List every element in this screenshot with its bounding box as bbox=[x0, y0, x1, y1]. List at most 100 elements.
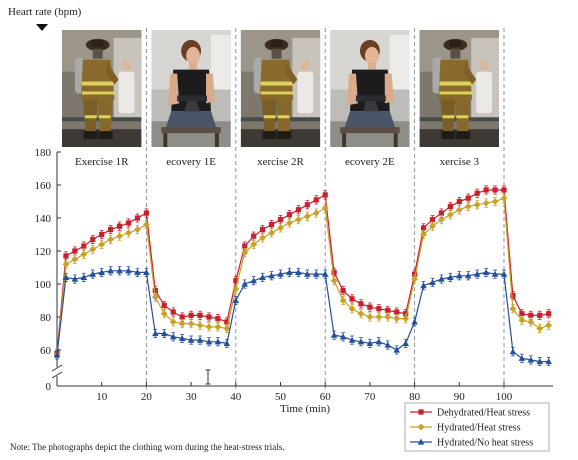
data-point-hydrated-no-heat-stress bbox=[429, 278, 436, 285]
data-point-hydrated-heat-stress bbox=[357, 310, 365, 318]
data-point-dehydrated-heat-stress bbox=[313, 197, 319, 203]
data-point-hydrated-no-heat-stress bbox=[107, 267, 114, 274]
data-point-dehydrated-heat-stress bbox=[179, 314, 185, 320]
data-point-dehydrated-heat-stress bbox=[215, 316, 221, 322]
data-point-hydrated-no-heat-stress bbox=[98, 269, 105, 276]
data-point-hydrated-heat-stress bbox=[196, 321, 204, 329]
data-point-hydrated-heat-stress bbox=[491, 198, 499, 205]
data-point-dehydrated-heat-stress bbox=[349, 296, 355, 302]
data-point-hydrated-heat-stress bbox=[98, 241, 106, 248]
data-point-hydrated-heat-stress bbox=[268, 229, 275, 237]
figure-note: Note: The photographs depict the clothin… bbox=[10, 442, 285, 452]
data-point-hydrated-heat-stress bbox=[402, 315, 410, 323]
data-point-dehydrated-heat-stress bbox=[143, 210, 149, 216]
data-point-hydrated-heat-stress bbox=[321, 204, 329, 212]
data-point-hydrated-no-heat-stress bbox=[536, 358, 544, 365]
data-point-hydrated-no-heat-stress bbox=[312, 270, 320, 277]
x-tick-label: 70 bbox=[364, 391, 376, 403]
data-point-hydrated-no-heat-stress bbox=[89, 270, 97, 277]
data-point-hydrated-no-heat-stress bbox=[62, 274, 70, 280]
data-point-hydrated-heat-stress bbox=[241, 249, 249, 257]
y-tick-label: 60 bbox=[40, 345, 52, 357]
data-point-hydrated-no-heat-stress bbox=[134, 269, 141, 276]
data-point-hydrated-heat-stress bbox=[151, 293, 159, 301]
y-tick-label: 140 bbox=[35, 213, 52, 225]
data-point-hydrated-no-heat-stress bbox=[518, 354, 526, 361]
diamond-marker-icon bbox=[417, 423, 425, 431]
data-point-dehydrated-heat-stress bbox=[260, 226, 266, 233]
legend-item-hydrated-no-heat-stress: Hydrated/No heat stress bbox=[410, 438, 533, 449]
series-hydrated-heat-stress bbox=[53, 193, 553, 360]
data-point-hydrated-no-heat-stress bbox=[348, 336, 356, 343]
data-point-hydrated-no-heat-stress bbox=[500, 270, 508, 277]
data-point-hydrated-no-heat-stress bbox=[473, 270, 481, 277]
triangle-marker-icon bbox=[417, 438, 425, 445]
phase-label: Exercise 1R bbox=[75, 156, 129, 168]
data-point-hydrated-no-heat-stress bbox=[169, 333, 177, 340]
data-point-hydrated-heat-stress bbox=[134, 226, 141, 233]
phase-label: ecovery 2E bbox=[345, 156, 395, 168]
legend-label: Hydrated/Heat stress bbox=[437, 423, 521, 434]
data-point-hydrated-no-heat-stress bbox=[527, 356, 535, 363]
data-point-hydrated-heat-stress bbox=[518, 316, 526, 324]
data-point-hydrated-heat-stress bbox=[536, 325, 544, 332]
data-point-hydrated-heat-stress bbox=[205, 323, 213, 331]
data-point-hydrated-no-heat-stress bbox=[232, 297, 240, 304]
x-tick-label: 40 bbox=[230, 391, 242, 403]
data-point-dehydrated-heat-stress bbox=[492, 187, 498, 193]
data-point-hydrated-no-heat-stress bbox=[304, 270, 311, 277]
data-point-hydrated-heat-stress bbox=[455, 206, 463, 214]
phase-photos bbox=[62, 30, 499, 147]
data-point-hydrated-heat-stress bbox=[312, 209, 320, 217]
data-point-dehydrated-heat-stress bbox=[277, 217, 284, 223]
data-point-hydrated-no-heat-stress bbox=[286, 269, 293, 276]
data-point-hydrated-heat-stress bbox=[187, 320, 195, 327]
data-point-hydrated-heat-stress bbox=[223, 325, 231, 332]
data-point-hydrated-no-heat-stress bbox=[375, 338, 383, 345]
data-point-dehydrated-heat-stress bbox=[385, 307, 391, 313]
data-point-hydrated-no-heat-stress bbox=[384, 341, 392, 348]
data-point-hydrated-no-heat-stress bbox=[295, 269, 302, 276]
data-point-hydrated-heat-stress bbox=[366, 313, 374, 321]
phase-labels: Exercise 1R ecovery 1E xercise 2R ecovery 2… bbox=[75, 156, 480, 168]
axes bbox=[51, 152, 553, 387]
data-point-hydrated-no-heat-stress bbox=[402, 340, 409, 346]
data-point-dehydrated-heat-stress bbox=[331, 269, 337, 276]
data-point-hydrated-heat-stress bbox=[259, 234, 267, 242]
data-point-hydrated-heat-stress bbox=[277, 224, 284, 232]
data-point-hydrated-heat-stress bbox=[348, 305, 356, 313]
data-point-dehydrated-heat-stress bbox=[420, 225, 427, 231]
square-marker-icon bbox=[418, 409, 424, 415]
data-point-hydrated-heat-stress bbox=[250, 241, 258, 248]
data-point-hydrated-no-heat-stress bbox=[464, 272, 472, 279]
data-point-hydrated-no-heat-stress bbox=[411, 318, 418, 325]
data-point-hydrated-heat-stress bbox=[438, 216, 445, 224]
data-point-hydrated-heat-stress bbox=[482, 199, 490, 207]
data-point-dehydrated-heat-stress bbox=[358, 301, 364, 307]
data-point-hydrated-no-heat-stress bbox=[53, 351, 61, 358]
data-point-dehydrated-heat-stress bbox=[367, 304, 373, 310]
data-point-hydrated-no-heat-stress bbox=[330, 331, 338, 338]
series-hydrated-no-heat-stress bbox=[53, 266, 552, 367]
data-point-hydrated-heat-stress bbox=[89, 245, 97, 253]
data-point-hydrated-no-heat-stress bbox=[456, 272, 463, 279]
data-point-hydrated-heat-stress bbox=[393, 315, 401, 323]
data-series bbox=[53, 185, 553, 367]
data-point-hydrated-heat-stress bbox=[294, 216, 302, 224]
data-point-dehydrated-heat-stress bbox=[125, 220, 132, 226]
axis-ticks: 0 60 80 100 120 140 160 180 10 20 30 40 50 60 70 80 90 10… bbox=[35, 147, 513, 403]
data-point-dehydrated-heat-stress bbox=[483, 187, 489, 193]
data-point-hydrated-no-heat-stress bbox=[321, 270, 329, 277]
data-point-dehydrated-heat-stress bbox=[456, 198, 462, 205]
scale-error-bar-mark bbox=[205, 369, 211, 385]
data-point-hydrated-heat-stress bbox=[446, 211, 454, 219]
legend: Dehydrated/Heat stress Hydrated/Heat str… bbox=[404, 402, 550, 452]
data-point-dehydrated-heat-stress bbox=[206, 314, 212, 320]
legend-triangle-marker-icon bbox=[417, 438, 425, 445]
data-point-hydrated-heat-stress bbox=[107, 236, 115, 243]
series-line-hydrated-no-heat-stress bbox=[56, 270, 549, 363]
data-point-hydrated-heat-stress bbox=[125, 229, 132, 237]
data-point-hydrated-no-heat-stress bbox=[187, 336, 195, 343]
legend-label: Hydrated/No heat stress bbox=[437, 438, 533, 449]
